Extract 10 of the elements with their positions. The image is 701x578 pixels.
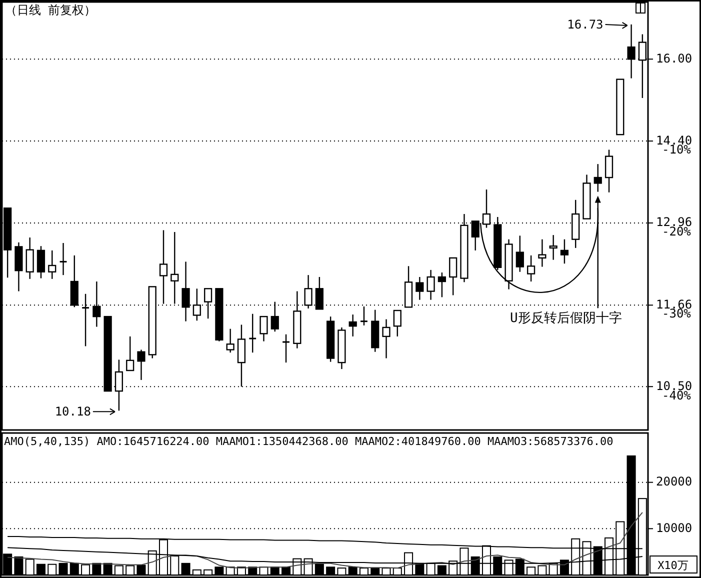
y-axis-title: X10万 xyxy=(658,559,688,572)
annotation: U形反转后假阴十字 xyxy=(510,310,622,326)
y-tick-label: 10000 xyxy=(656,520,692,535)
annotation: 10.18 xyxy=(54,404,91,419)
annotation: 16.73 xyxy=(567,17,604,32)
y-tick-label: 16.00 xyxy=(656,51,692,66)
y-tick-label: 20000 xyxy=(656,474,692,489)
chart-title: （日线 前复权） xyxy=(5,3,96,17)
chart-title: AMO(5,40,135) AMO:1645716224.00 MAAMO1:1350442368.00 MAAMO2:401849760.00 MAAMO3:568573376.00 xyxy=(4,435,614,448)
line-series xyxy=(7,512,643,569)
